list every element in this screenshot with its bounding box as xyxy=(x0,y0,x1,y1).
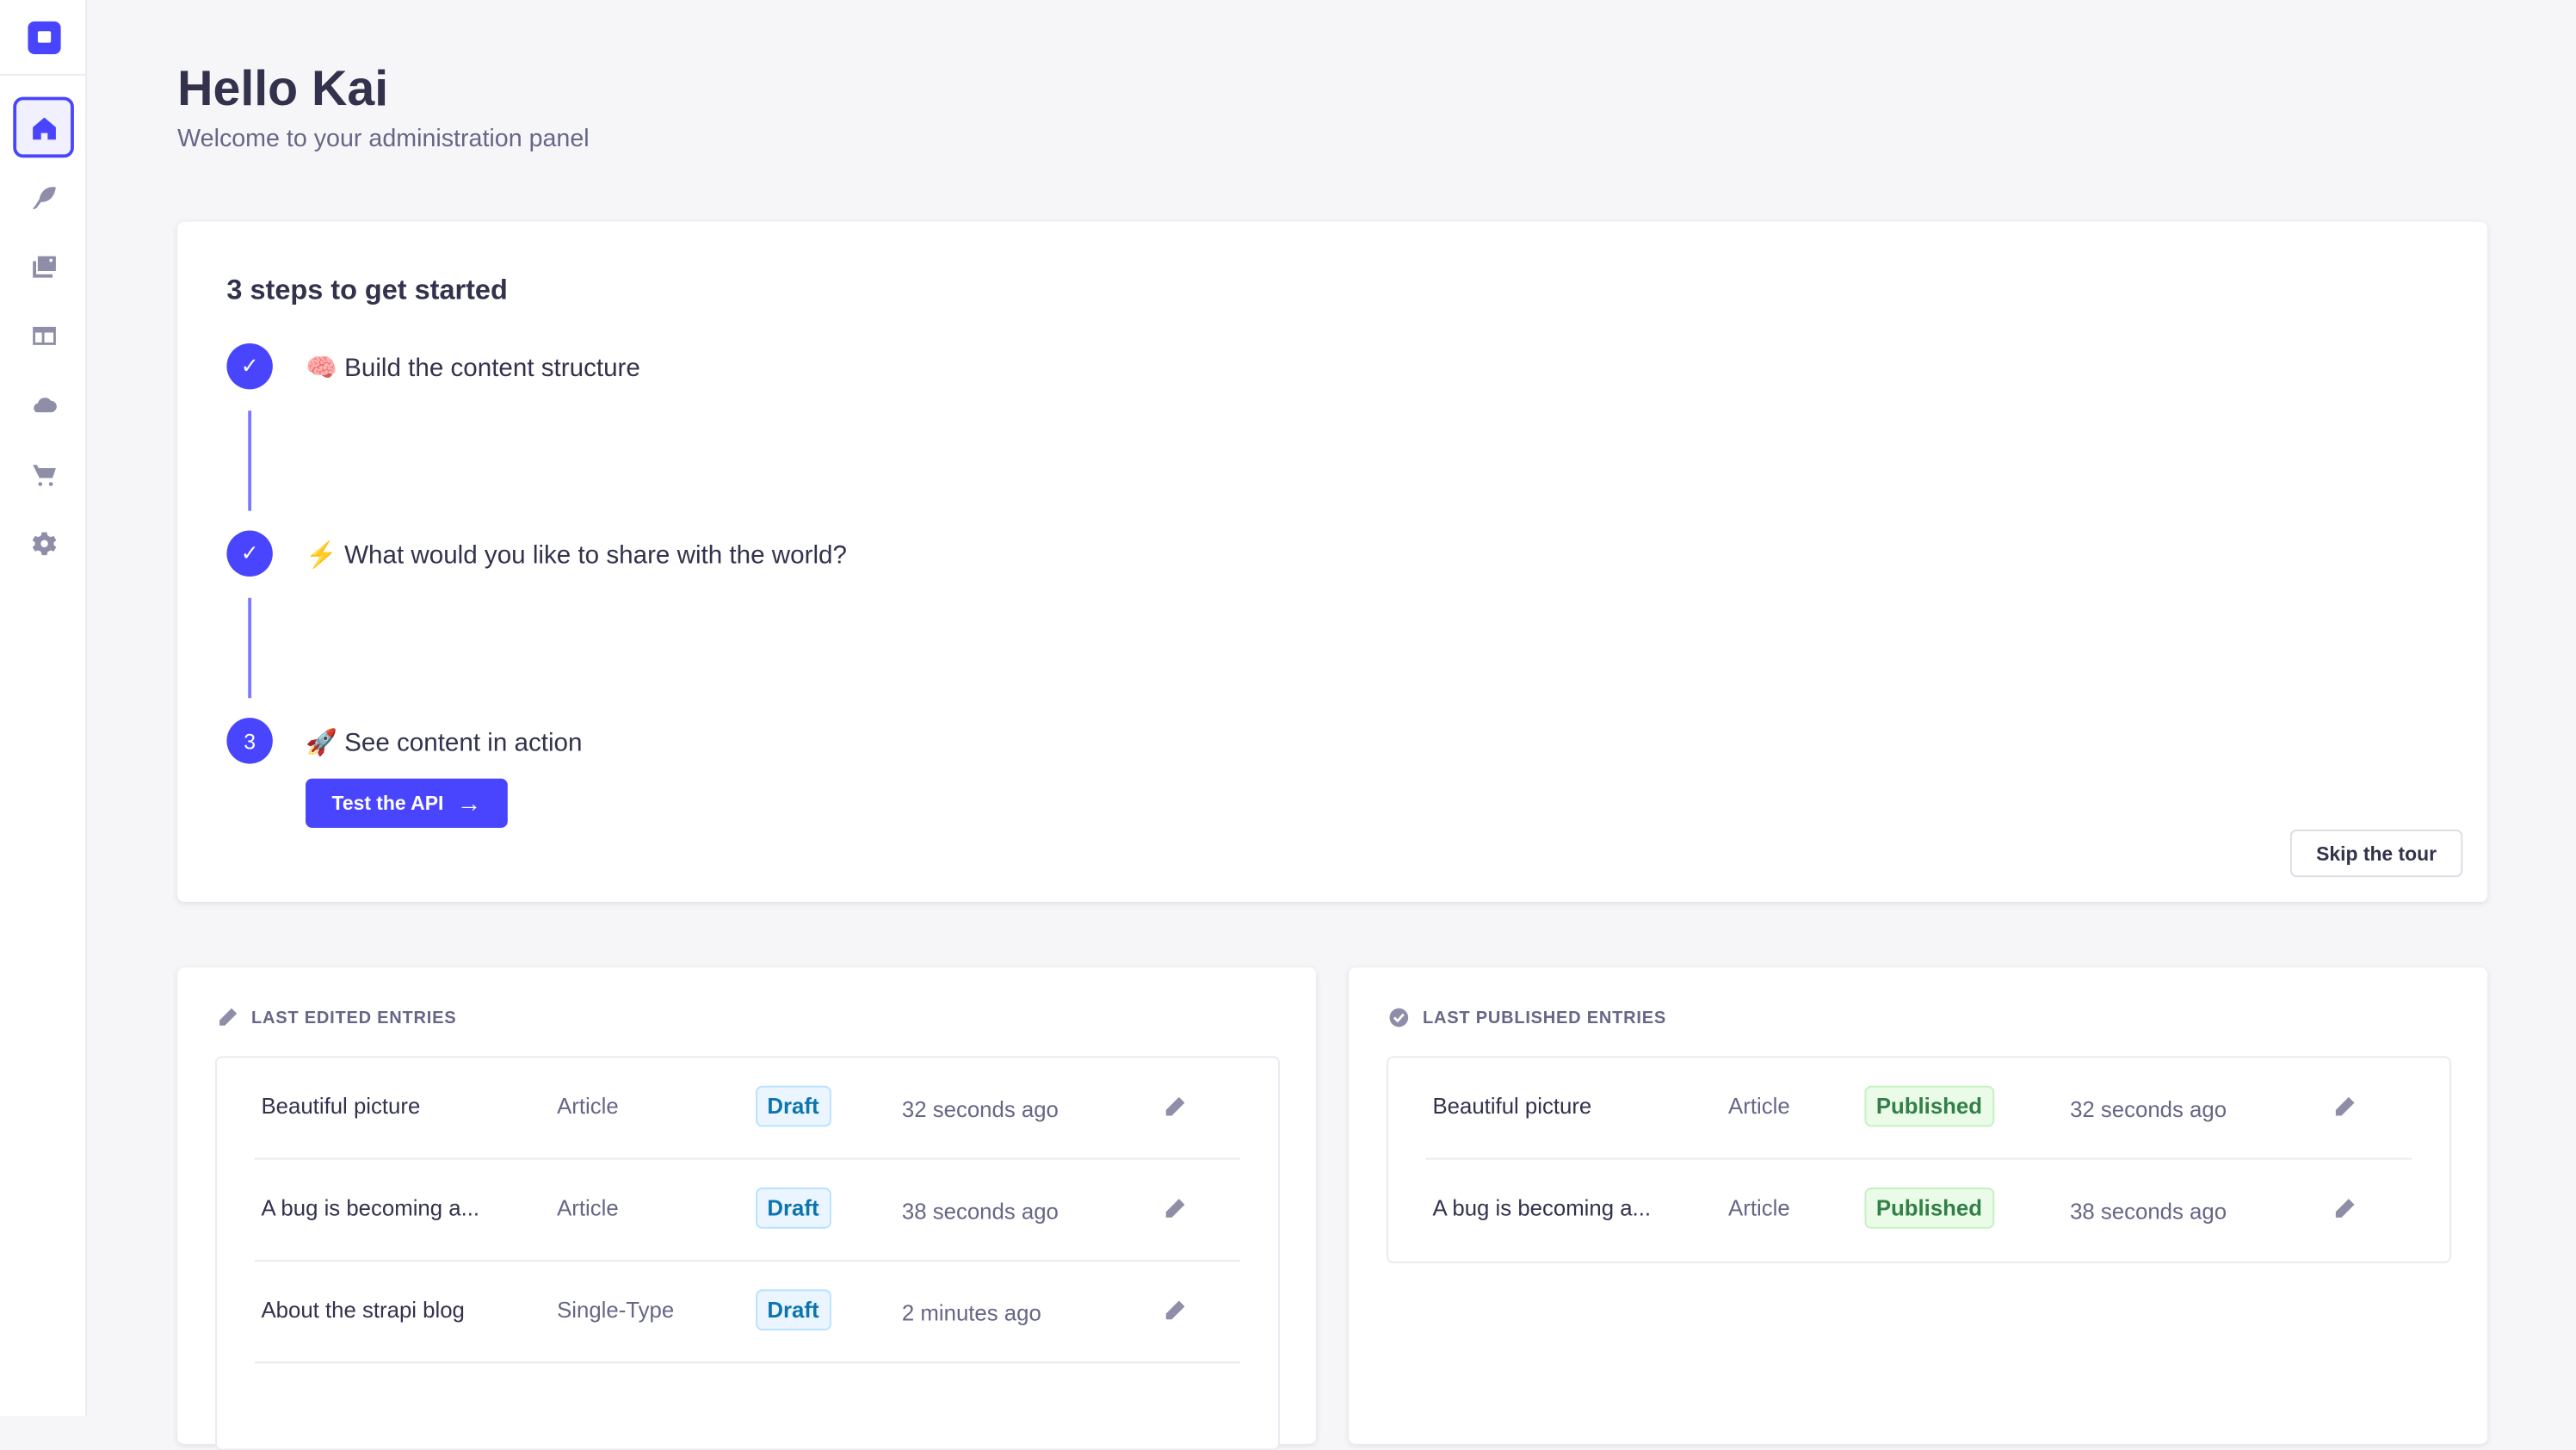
step-1[interactable]: 🧠 Build the content structure xyxy=(306,353,640,384)
step-2-done: ✓ xyxy=(226,530,273,577)
entry-time: 32 seconds ago xyxy=(901,1097,1059,1122)
entry-title: Beautiful picture xyxy=(1432,1094,1592,1119)
strapi-logo[interactable] xyxy=(28,21,61,54)
pencil-icon[interactable] xyxy=(1163,1299,1186,1323)
entry-time: 2 minutes ago xyxy=(901,1300,1041,1326)
cart-icon xyxy=(32,464,55,485)
sidebar-item-cloud[interactable] xyxy=(13,373,74,434)
entry-type: Single-Type xyxy=(557,1297,675,1323)
entry-type: Article xyxy=(557,1195,619,1221)
status-badge: Draft xyxy=(756,1085,831,1127)
table-row[interactable]: Beautiful picture Article Draft 32 seconds … xyxy=(254,1058,1241,1160)
entry-type: Article xyxy=(557,1094,619,1119)
table-row[interactable]: A bug is becoming a... Article Draft 38 sec… xyxy=(254,1160,1241,1262)
table-row[interactable]: Beautiful picture Article Published 32 seco… xyxy=(1425,1058,2412,1160)
entry-type: Article xyxy=(1728,1195,1790,1221)
status-badge: Draft xyxy=(756,1188,831,1229)
last-edited-card: LAST EDITED ENTRIES Beautiful picture Art… xyxy=(177,967,1316,1450)
step-1-label: Build the content structure xyxy=(344,355,640,383)
sidebar-item-marketplace[interactable] xyxy=(13,443,74,504)
entry-title: About the strapi blog xyxy=(261,1297,465,1323)
step-connector xyxy=(248,410,252,511)
media-library-icon xyxy=(32,255,55,277)
sidebar xyxy=(0,0,88,1416)
step-3-number: 3 xyxy=(226,718,273,764)
pencil-icon[interactable] xyxy=(1163,1095,1186,1119)
pencil-icon[interactable] xyxy=(1163,1198,1186,1221)
entry-time: 32 seconds ago xyxy=(2070,1097,2227,1122)
skip-tour-button[interactable]: Skip the tour xyxy=(2289,829,2463,878)
page-title: Hello Kai xyxy=(177,62,389,117)
entry-time: 38 seconds ago xyxy=(901,1199,1059,1225)
status-badge: Published xyxy=(1864,1188,1994,1229)
test-api-label: Test the API xyxy=(331,792,444,815)
step-connector xyxy=(248,597,252,699)
entry-title: A bug is becoming a... xyxy=(1432,1195,1652,1221)
check-circle-icon xyxy=(1389,1008,1409,1027)
check-icon: ✓ xyxy=(240,540,259,565)
pencil-icon[interactable] xyxy=(2332,1095,2356,1119)
guided-tour-title: 3 steps to get started xyxy=(226,274,508,306)
sidebar-item-content-manager[interactable] xyxy=(13,166,74,227)
arrow-right-icon: → xyxy=(456,789,482,818)
step-1-done: ✓ xyxy=(226,342,273,390)
entry-title: Beautiful picture xyxy=(261,1094,421,1119)
step-3[interactable]: 🚀 See content in action xyxy=(306,728,582,759)
table-row[interactable]: About the strapi blog Single-Type Draft 2 m… xyxy=(254,1262,1241,1364)
cloud-icon xyxy=(33,397,56,412)
status-badge: Draft xyxy=(756,1289,831,1331)
last-published-card: LAST PUBLISHED ENTRIES Beautiful picture… xyxy=(1349,967,2487,1444)
sidebar-item-settings[interactable] xyxy=(13,513,74,574)
step-2-label: What would you like to share with the wo… xyxy=(344,541,847,571)
entry-type: Article xyxy=(1728,1094,1790,1119)
guided-tour-card: 3 steps to get started ✓ 🧠 Build the con… xyxy=(177,221,2487,902)
step-3-label: See content in action xyxy=(344,729,583,757)
status-badge: Published xyxy=(1864,1085,1994,1127)
last-published-heading: LAST PUBLISHED ENTRIES xyxy=(1423,1009,1666,1028)
sidebar-item-home[interactable] xyxy=(13,96,74,158)
sidebar-item-builder[interactable] xyxy=(13,304,74,365)
brain-emoji-icon: 🧠 xyxy=(306,355,337,383)
table-row[interactable]: A bug is becoming a... Article Published 38… xyxy=(1426,1160,2412,1262)
test-api-button[interactable]: Test the API → xyxy=(306,778,508,829)
home-icon xyxy=(32,116,55,139)
sidebar-divider xyxy=(0,73,88,76)
lightning-emoji-icon: ⚡ xyxy=(306,541,337,571)
layout-icon xyxy=(32,325,55,344)
feather-icon xyxy=(32,186,55,209)
step-2[interactable]: ⚡ What would you like to share with the … xyxy=(306,540,847,571)
entry-time: 38 seconds ago xyxy=(2070,1199,2227,1225)
pencil-icon[interactable] xyxy=(2332,1198,2356,1221)
last-published-table: Beautiful picture Article Published 32 seco… xyxy=(1387,1056,2451,1263)
page-subtitle: Welcome to your administration panel xyxy=(177,125,590,153)
check-icon: ✓ xyxy=(240,353,259,379)
last-edited-table: Beautiful picture Article Draft 32 seconds … xyxy=(215,1056,1280,1450)
pencil-icon xyxy=(219,1008,238,1026)
rocket-emoji-icon: 🚀 xyxy=(306,729,337,757)
sidebar-item-media-library[interactable] xyxy=(13,235,74,296)
entry-title: A bug is becoming a... xyxy=(261,1195,480,1221)
last-edited-heading: LAST EDITED ENTRIES xyxy=(251,1009,457,1028)
gear-icon xyxy=(31,531,56,555)
